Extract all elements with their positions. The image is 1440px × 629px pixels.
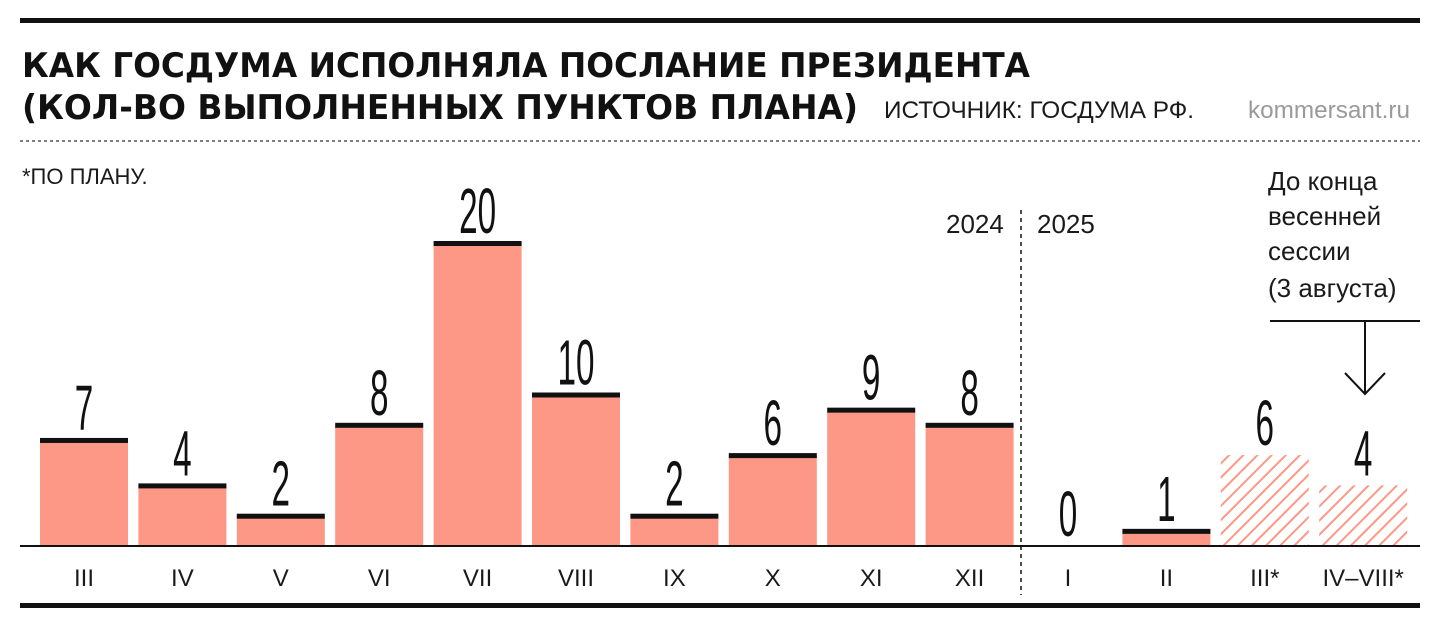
bar-cap-3 xyxy=(236,513,325,519)
category-label-6: VIII xyxy=(558,565,594,592)
bar-6 xyxy=(532,394,620,546)
value-label-11: 0 xyxy=(1059,478,1078,550)
bar-cap-8 xyxy=(728,453,817,459)
bar-cap-10 xyxy=(925,422,1014,428)
value-label-3: 2 xyxy=(272,448,291,520)
value-label-6: 10 xyxy=(557,327,594,399)
bar-4 xyxy=(335,424,424,546)
annotation-line-1: До конца xyxy=(1268,166,1378,196)
bar-cap-1 xyxy=(40,437,128,443)
value-label-5: 20 xyxy=(459,175,496,247)
bar-cap-12 xyxy=(1122,528,1211,534)
bar-9 xyxy=(827,409,916,546)
category-label-2: IV xyxy=(171,565,194,592)
bar-cap-5 xyxy=(433,241,522,246)
value-label-13: 6 xyxy=(1256,387,1275,459)
year-label-2025: 2025 xyxy=(1037,209,1095,239)
bar-12 xyxy=(1122,530,1211,546)
category-label-10: XII xyxy=(955,565,984,592)
value-label-1: 7 xyxy=(75,372,94,444)
category-label-14: IV–VIII* xyxy=(1323,565,1404,592)
bar-cap-4 xyxy=(335,422,424,428)
bar-13 xyxy=(1220,455,1309,546)
category-label-5: VII xyxy=(463,565,492,592)
top-rule xyxy=(20,18,1420,23)
category-label-11: I xyxy=(1065,565,1072,592)
category-label-12: II xyxy=(1160,565,1173,592)
category-label-1: III xyxy=(74,565,94,592)
value-label-12: 1 xyxy=(1157,463,1176,535)
bar-cap-7 xyxy=(630,513,719,519)
site-label: kommersant.ru xyxy=(1248,97,1410,124)
value-label-4: 8 xyxy=(370,357,389,429)
category-label-7: IX xyxy=(663,565,686,592)
bar-14 xyxy=(1319,485,1408,546)
category-label-4: VI xyxy=(368,565,391,592)
category-label-8: X xyxy=(765,565,781,592)
annotation-line-2: весенней xyxy=(1268,201,1381,231)
year-label-2024: 2024 xyxy=(946,209,1004,239)
bar-5 xyxy=(433,243,522,546)
bar-3 xyxy=(236,515,325,546)
bars-group: 7 III 4 IV 2 V 8 VI 20 VII 10 VIII 2 IX 6 X 9 XI 8 XII 0 I 1 II… xyxy=(40,175,1408,592)
value-label-14: 4 xyxy=(1354,418,1373,490)
bar-cap-2 xyxy=(138,483,227,489)
bar-10 xyxy=(925,424,1014,546)
value-label-2: 4 xyxy=(173,418,192,490)
arrow-down-icon xyxy=(1344,321,1386,396)
annotation-line-4: (3 августа) xyxy=(1268,273,1397,303)
value-label-9: 9 xyxy=(862,342,881,414)
chart-title-line1: КАК ГОСДУМА ИСПОЛНЯЛА ПОСЛАНИЕ ПРЕЗИДЕНТ… xyxy=(22,46,1031,86)
category-label-3: V xyxy=(273,565,289,592)
bar-8 xyxy=(728,455,817,546)
bottom-rule xyxy=(20,603,1420,608)
chart-title-line2: (КОЛ-ВО ВЫПОЛНЕННЫХ ПУНКТОВ ПЛАНА) xyxy=(22,88,858,128)
bar-2 xyxy=(138,485,227,546)
value-label-8: 6 xyxy=(764,387,783,459)
source-label: ИСТОЧНИК: ГОСДУМА РФ. xyxy=(884,97,1194,124)
footnote: *ПО ПЛАНУ. xyxy=(22,164,148,189)
value-label-10: 8 xyxy=(960,357,979,429)
bar-1 xyxy=(40,439,128,546)
category-label-13: III* xyxy=(1250,565,1279,592)
bar-cap-9 xyxy=(827,407,916,413)
category-label-9: XI xyxy=(860,565,883,592)
bar-7 xyxy=(630,515,719,546)
annotation-line-3: сессии xyxy=(1268,236,1351,266)
bar-cap-6 xyxy=(532,392,620,398)
value-label-7: 2 xyxy=(665,448,684,520)
